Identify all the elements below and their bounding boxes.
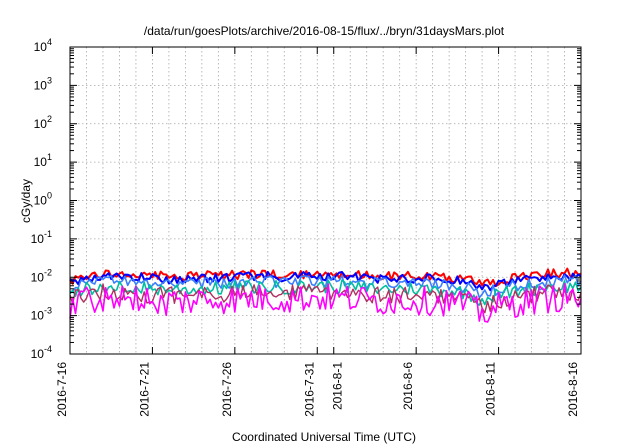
series-line: [69, 270, 582, 292]
series-line: [69, 283, 582, 314]
x-tick-label: 2016-7-21: [137, 362, 151, 417]
x-tick-label: 2016-7-31: [302, 362, 316, 417]
chart-title: /data/run/goesPlots/archive/2016-08-15/f…: [144, 24, 505, 38]
y-tick-label: 100: [34, 191, 52, 208]
x-tick-label: 2016-7-16: [55, 362, 69, 417]
series-line: [69, 282, 582, 323]
x-tick-label: 2016-8-11: [484, 362, 498, 416]
y-tick-label: 10-1: [31, 229, 52, 246]
series-line: [69, 274, 582, 299]
y-tick-label: 10-2: [31, 267, 52, 284]
y-tick-label: 10-3: [31, 306, 52, 323]
x-tick-label: 2016-8-1: [331, 362, 345, 410]
y-tick-label: 10-4: [31, 344, 52, 361]
y-tick-label: 103: [34, 75, 52, 92]
series-layer: [69, 267, 582, 323]
y-axis-label: cGy/day: [19, 179, 33, 223]
x-tick-labels: 2016-7-16 2016-7-21 2016-7-26 2016-7-31 2016…: [55, 362, 580, 417]
x-tick-label: 2016-7-26: [220, 362, 234, 417]
x-tick-label: 2016-8-6: [401, 362, 415, 410]
x-axis-label: Coordinated Universal Time (UTC): [232, 430, 416, 444]
y-tick-label: 104: [34, 37, 52, 54]
series-line: [69, 279, 582, 306]
tick-marks: [69, 46, 582, 355]
y-tick-labels: 104 103 102 101 100 10-1 10-2 10-3 10-4: [31, 37, 52, 361]
y-tick-label: 102: [34, 114, 52, 131]
y-tick-label: 101: [34, 152, 52, 169]
x-tick-label: 2016-8-16: [566, 362, 580, 417]
